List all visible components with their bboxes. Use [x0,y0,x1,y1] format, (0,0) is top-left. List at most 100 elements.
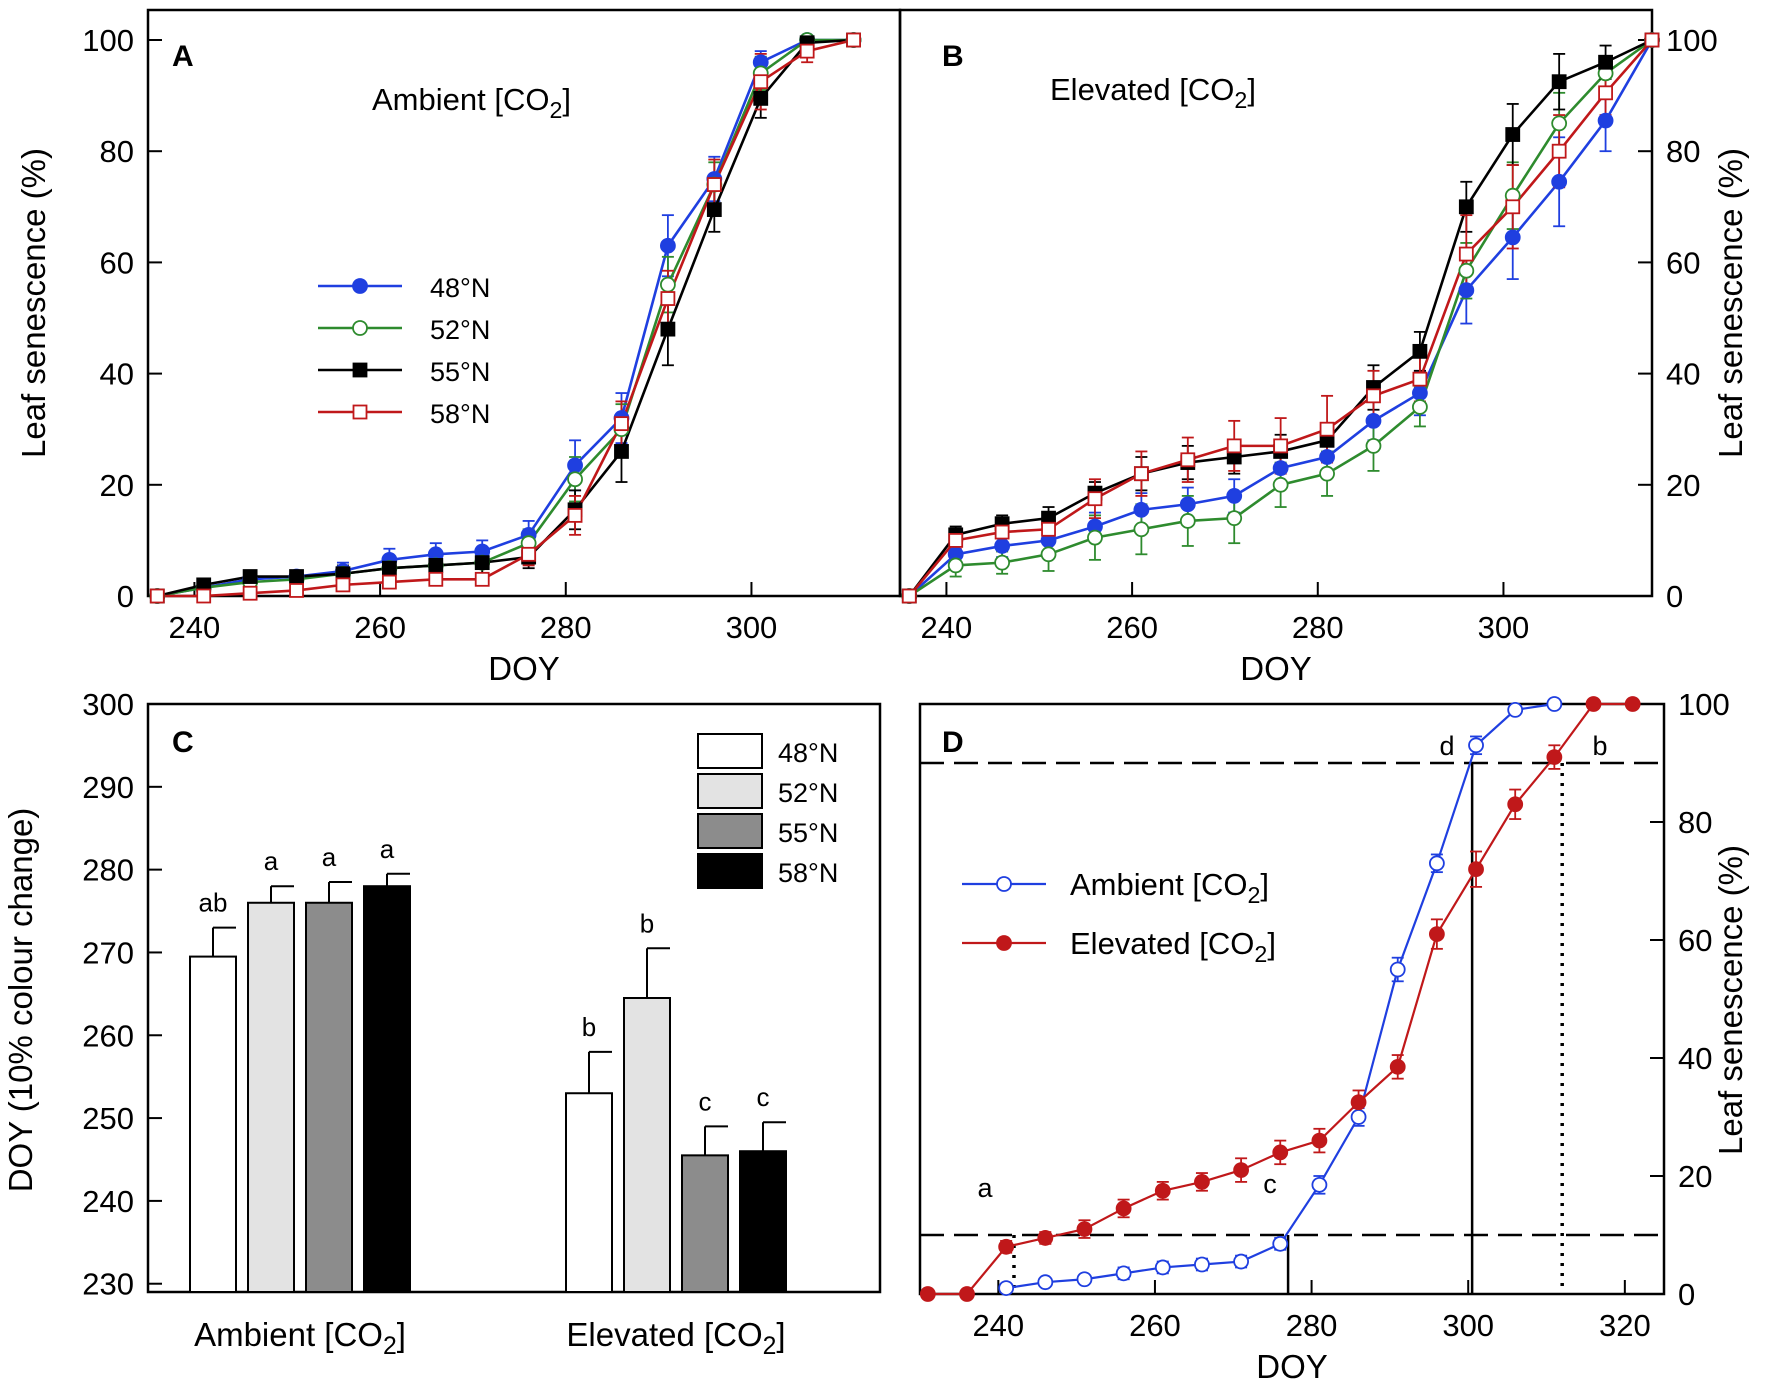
panel-b-point [1087,491,1103,507]
panel-a-point [521,546,537,562]
panel-a-point [660,321,676,337]
panel-a-ylabel: Leaf senescence (%) [15,148,52,458]
panel-a-point [799,43,815,59]
panel-d-point [1507,702,1524,718]
panel-b-point [1644,32,1660,48]
legend-a-marker [352,362,368,378]
panel-d-point [1389,1058,1406,1075]
panel-c-bar [565,1092,613,1293]
panel-c-ytick-label: 250 [82,1101,134,1136]
panel-a-point [242,569,258,584]
panel-c-significance-letter: c [699,1086,712,1116]
panel-b-point [1040,546,1057,563]
panel-a-point [289,583,304,598]
panel-a-xtick-label: 240 [169,610,221,645]
panel-b-point [1551,143,1567,159]
panel-d-ytick-label: 100 [1678,687,1730,722]
panel-a-ytick-label: 60 [100,245,134,280]
panel-a-point [567,471,583,488]
panel-b-ytick-label: 100 [1666,23,1718,58]
panel-b-ytick-label: 40 [1666,357,1700,392]
panel-b-point [1551,115,1568,132]
panel-d-point [1546,696,1563,712]
panel-d-ytick-label: 80 [1678,805,1712,840]
panel-a-point [614,416,629,432]
panel-d-point [1468,861,1484,878]
panel-b-point [1319,449,1335,465]
legend-a-marker [352,278,368,294]
panel-d-xtick-label: 320 [1599,1308,1651,1343]
panel-b-series-line [908,38,1653,597]
panel-b-point [1180,452,1196,468]
panel-a-ytick-label: 20 [100,468,134,503]
panel-a-point [567,507,583,523]
panel-b-ytick-label: 60 [1666,245,1700,280]
panel-b-ylabel: Leaf senescence (%) [1712,148,1749,458]
panel-d-letter: D [942,726,964,759]
panel-b-point [1273,438,1289,454]
legend-c-label: 48°N [778,738,838,768]
panel-a-xtick-label: 260 [354,610,406,645]
panel-b-point [901,588,917,604]
legend-d-label: Elevated [CO2] [1070,926,1276,967]
panel-a-point [428,571,444,587]
panel-b-point [1551,74,1567,90]
panel-b-point [994,524,1010,540]
panel-b-point [947,557,964,574]
panel-c-ytick-label: 230 [82,1267,134,1302]
panel-d-marker-letter: d [1439,731,1454,761]
panel-b-point [1412,385,1428,401]
panel-c-frame [146,702,882,1294]
panel-b-point [1504,229,1521,246]
panel-c-bar [623,997,671,1293]
legend-a-label: 58°N [430,399,490,429]
panel-c-significance-letter: a [264,846,279,876]
panel-b-point [1366,388,1381,404]
panel-b-ytick-label: 80 [1666,134,1700,169]
panel-d-marker-letter: b [1592,731,1607,761]
panel-d-xtick-label: 280 [1286,1308,1338,1343]
panel-a-xlabel: DOY [488,650,560,687]
panel-d-point [1350,1109,1367,1125]
panel-c-group-label: Elevated [CO2] [566,1316,785,1360]
panel-b-point [1087,529,1103,546]
panel-d-point [1428,926,1445,942]
panel-a-point [660,237,676,254]
panel-b-point [1179,513,1196,529]
panel-d-point [1624,696,1641,712]
panel-c-bar [189,955,237,1293]
legend-a-marker [352,404,368,420]
panel-c-bar [739,1150,787,1294]
panel-d-point [1154,1259,1171,1276]
panel-d-point [1389,961,1406,978]
panel-d-point [1194,1256,1210,1273]
panel-a-point [381,560,397,576]
panel-b-xtick-label: 300 [1478,610,1530,645]
panel-d-series-line [927,702,1633,1296]
panel-c-ytick-label: 280 [82,853,134,888]
panel-d-point [1115,1265,1132,1282]
panel-d-xtick-label: 260 [1129,1308,1181,1343]
panel-b-point [948,533,964,548]
panel-b-point [1505,127,1521,142]
legend-d-marker [996,935,1012,951]
panel-a-point [753,90,769,106]
panel-b-point [1365,437,1382,454]
panel-d-point [1428,855,1445,872]
panel-d-xtick-label: 300 [1442,1308,1494,1343]
panel-c-significance-letter: b [640,908,654,938]
panel-d-marker-letter: a [977,1173,993,1203]
panel-a-xtick-label: 280 [540,610,592,645]
panel-b-series-line [908,39,1653,597]
panel-d-frame [918,702,1666,1296]
panel-d-point [1076,1271,1093,1288]
panel-d-point [1468,737,1484,754]
panel-b-point [994,538,1011,554]
panel-d-point [1507,796,1524,813]
panel-a-ytick-label: 40 [100,357,134,392]
panel-a-ytick-label: 0 [117,579,134,614]
panel-b-point [1598,85,1613,101]
panel-b-xtick-label: 280 [1292,610,1344,645]
panel-c-bar [681,1154,729,1294]
panel-a-point [660,291,676,306]
